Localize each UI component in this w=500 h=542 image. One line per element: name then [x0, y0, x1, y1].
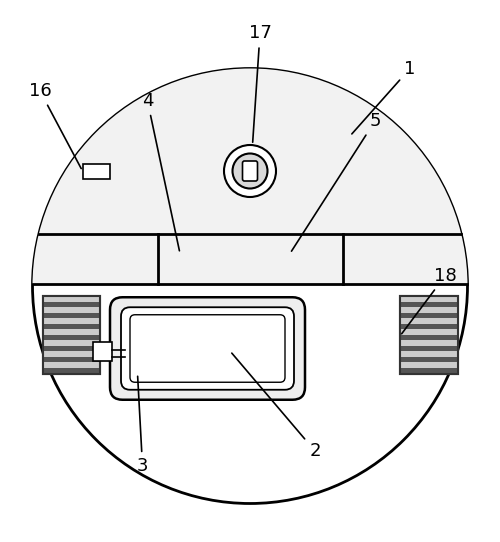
Bar [400, 351, 458, 357]
FancyBboxPatch shape [242, 161, 258, 181]
Bar [42, 296, 100, 373]
Bar [42, 296, 100, 301]
Bar [82, 164, 110, 178]
Bar [42, 335, 100, 340]
Bar [400, 307, 458, 313]
Bar [42, 363, 100, 368]
Polygon shape [8, 43, 492, 283]
Bar [400, 363, 458, 368]
FancyBboxPatch shape [121, 307, 294, 390]
Bar [400, 335, 458, 340]
Bar [42, 340, 100, 346]
Text: 3: 3 [137, 376, 148, 475]
Bar [400, 318, 458, 324]
Bar [92, 342, 112, 361]
Bar [400, 313, 458, 318]
Bar [42, 301, 100, 307]
Text: 5: 5 [292, 112, 381, 251]
Bar [42, 357, 100, 363]
FancyBboxPatch shape [130, 315, 285, 382]
Bar [42, 351, 100, 357]
Text: 4: 4 [142, 92, 180, 251]
Bar [400, 368, 458, 373]
Bar [400, 329, 458, 335]
Bar [42, 318, 100, 324]
Circle shape [32, 68, 468, 504]
Bar [42, 324, 100, 329]
Text: 1: 1 [352, 60, 416, 134]
Bar [400, 296, 458, 373]
Text: 2: 2 [232, 353, 321, 460]
Bar [42, 313, 100, 318]
Bar [42, 296, 100, 373]
Bar [400, 357, 458, 363]
Circle shape [232, 153, 268, 189]
Text: 16: 16 [28, 82, 81, 169]
Bar [400, 346, 458, 351]
Bar [400, 296, 458, 301]
Text: 18: 18 [402, 267, 456, 334]
FancyBboxPatch shape [110, 297, 305, 400]
Bar [400, 296, 458, 373]
Bar [400, 301, 458, 307]
Bar [42, 329, 100, 335]
Bar [42, 368, 100, 373]
Circle shape [224, 145, 276, 197]
Bar [42, 307, 100, 313]
Bar [42, 346, 100, 351]
Bar [400, 324, 458, 329]
Text: 17: 17 [248, 24, 272, 142]
Bar [400, 340, 458, 346]
